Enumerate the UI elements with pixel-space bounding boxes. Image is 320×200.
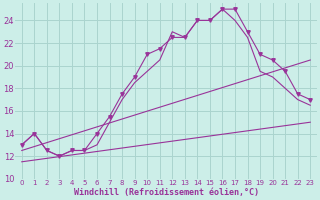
- X-axis label: Windchill (Refroidissement éolien,°C): Windchill (Refroidissement éolien,°C): [74, 188, 259, 197]
